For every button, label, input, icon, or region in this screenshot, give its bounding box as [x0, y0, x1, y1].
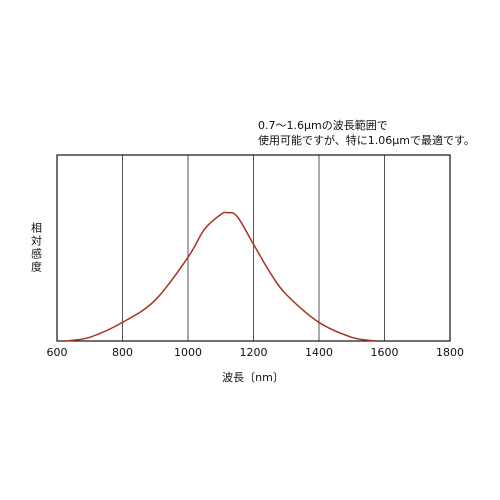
plot-frame — [56, 154, 451, 342]
x-tick-label: 1600 — [371, 346, 399, 359]
x-tick-label: 600 — [47, 346, 68, 359]
x-tick-label: 1800 — [436, 346, 464, 359]
x-tick-label: 1000 — [174, 346, 202, 359]
x-tick-label: 1400 — [305, 346, 333, 359]
line — [65, 211, 377, 342]
x-tick-label: 1200 — [240, 346, 268, 359]
annotation: 0.7〜1.6μmの波長範囲で — [258, 118, 388, 132]
y-axis-label: 相対感度 — [30, 222, 43, 274]
x-tick-label: 800 — [112, 346, 133, 359]
annotation: 使用可能ですが、特に1.06μmで最適です。 — [258, 133, 475, 147]
x-axis-label: 波長〔nm〕 — [222, 371, 284, 384]
